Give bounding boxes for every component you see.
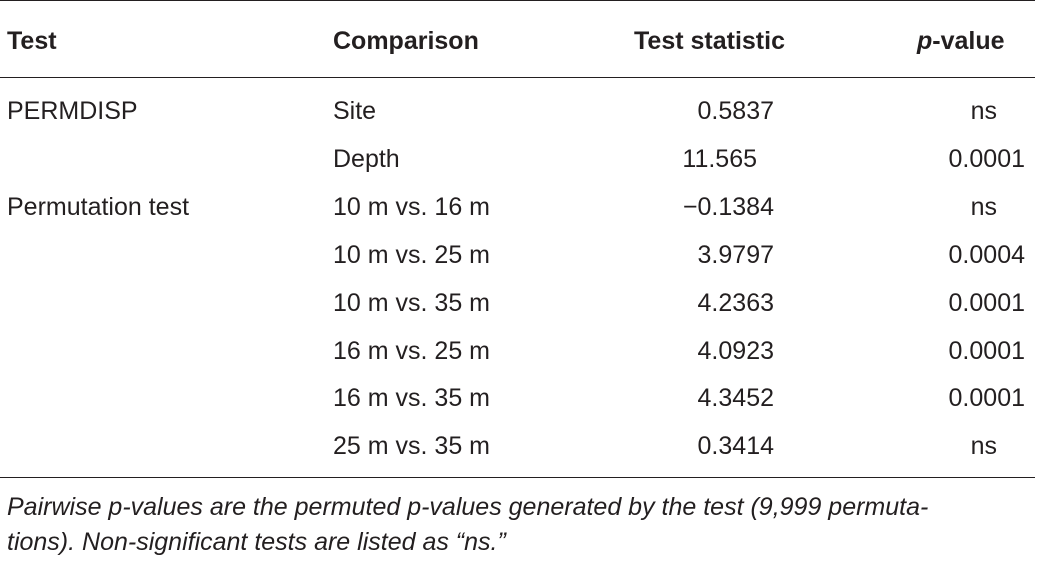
row-3-comparison: 10 m vs. 25 m	[333, 241, 490, 269]
table-header-rule	[0, 77, 1035, 78]
table-bottom-rule	[0, 477, 1035, 478]
row-2-test: Permutation test	[7, 193, 190, 221]
row-0-statistic: 0.5837	[697, 97, 774, 125]
row-6-statistic: 4.3452	[697, 384, 774, 412]
row-7-comparison: 25 m vs. 35 m	[333, 432, 490, 460]
row-3-statistic: 3.9797	[697, 241, 774, 269]
row-2-pvalue: ns	[970, 193, 997, 221]
header-comparison: Comparison	[333, 27, 479, 55]
row-1-pvalue: 0.0001	[948, 145, 1025, 173]
header-test: Test	[7, 27, 57, 55]
row-6-pvalue: 0.0001	[948, 384, 1025, 412]
table-top-rule	[0, 0, 1035, 1]
footnote-line-2: tions). Non-significant tests are listed…	[7, 528, 506, 556]
row-5-statistic: 4.0923	[697, 337, 774, 365]
row-4-statistic: 4.2363	[697, 289, 774, 317]
row-5-pvalue: 0.0001	[948, 337, 1025, 365]
footnote-line-1: Pairwise p-values are the permuted p-val…	[7, 493, 929, 521]
row-1-statistic: 11.565	[682, 145, 757, 173]
row-7-statistic: 0.3414	[697, 432, 774, 460]
header-test-statistic: Test statistic	[634, 27, 785, 55]
row-4-pvalue: 0.0001	[948, 289, 1025, 317]
header-p-italic: p	[917, 27, 933, 55]
row-3-pvalue: 0.0004	[948, 241, 1025, 269]
row-2-comparison: 10 m vs. 16 m	[333, 193, 490, 221]
row-0-comparison: Site	[333, 97, 377, 125]
row-2-statistic: −0.1384	[682, 193, 774, 221]
row-7-pvalue: ns	[970, 432, 997, 460]
table-footnote: Pairwise p-values are the permuted p-val…	[7, 490, 1032, 560]
header-p-value: p-value	[917, 26, 1005, 56]
row-0-pvalue: ns	[970, 97, 997, 125]
row-5-comparison: 16 m vs. 25 m	[333, 337, 490, 365]
row-6-comparison: 16 m vs. 35 m	[333, 384, 490, 412]
row-1-comparison: Depth	[333, 145, 400, 173]
header-p-rest: -value	[932, 27, 1005, 55]
row-4-comparison: 10 m vs. 35 m	[333, 289, 490, 317]
row-0-test: PERMDISP	[7, 97, 138, 125]
